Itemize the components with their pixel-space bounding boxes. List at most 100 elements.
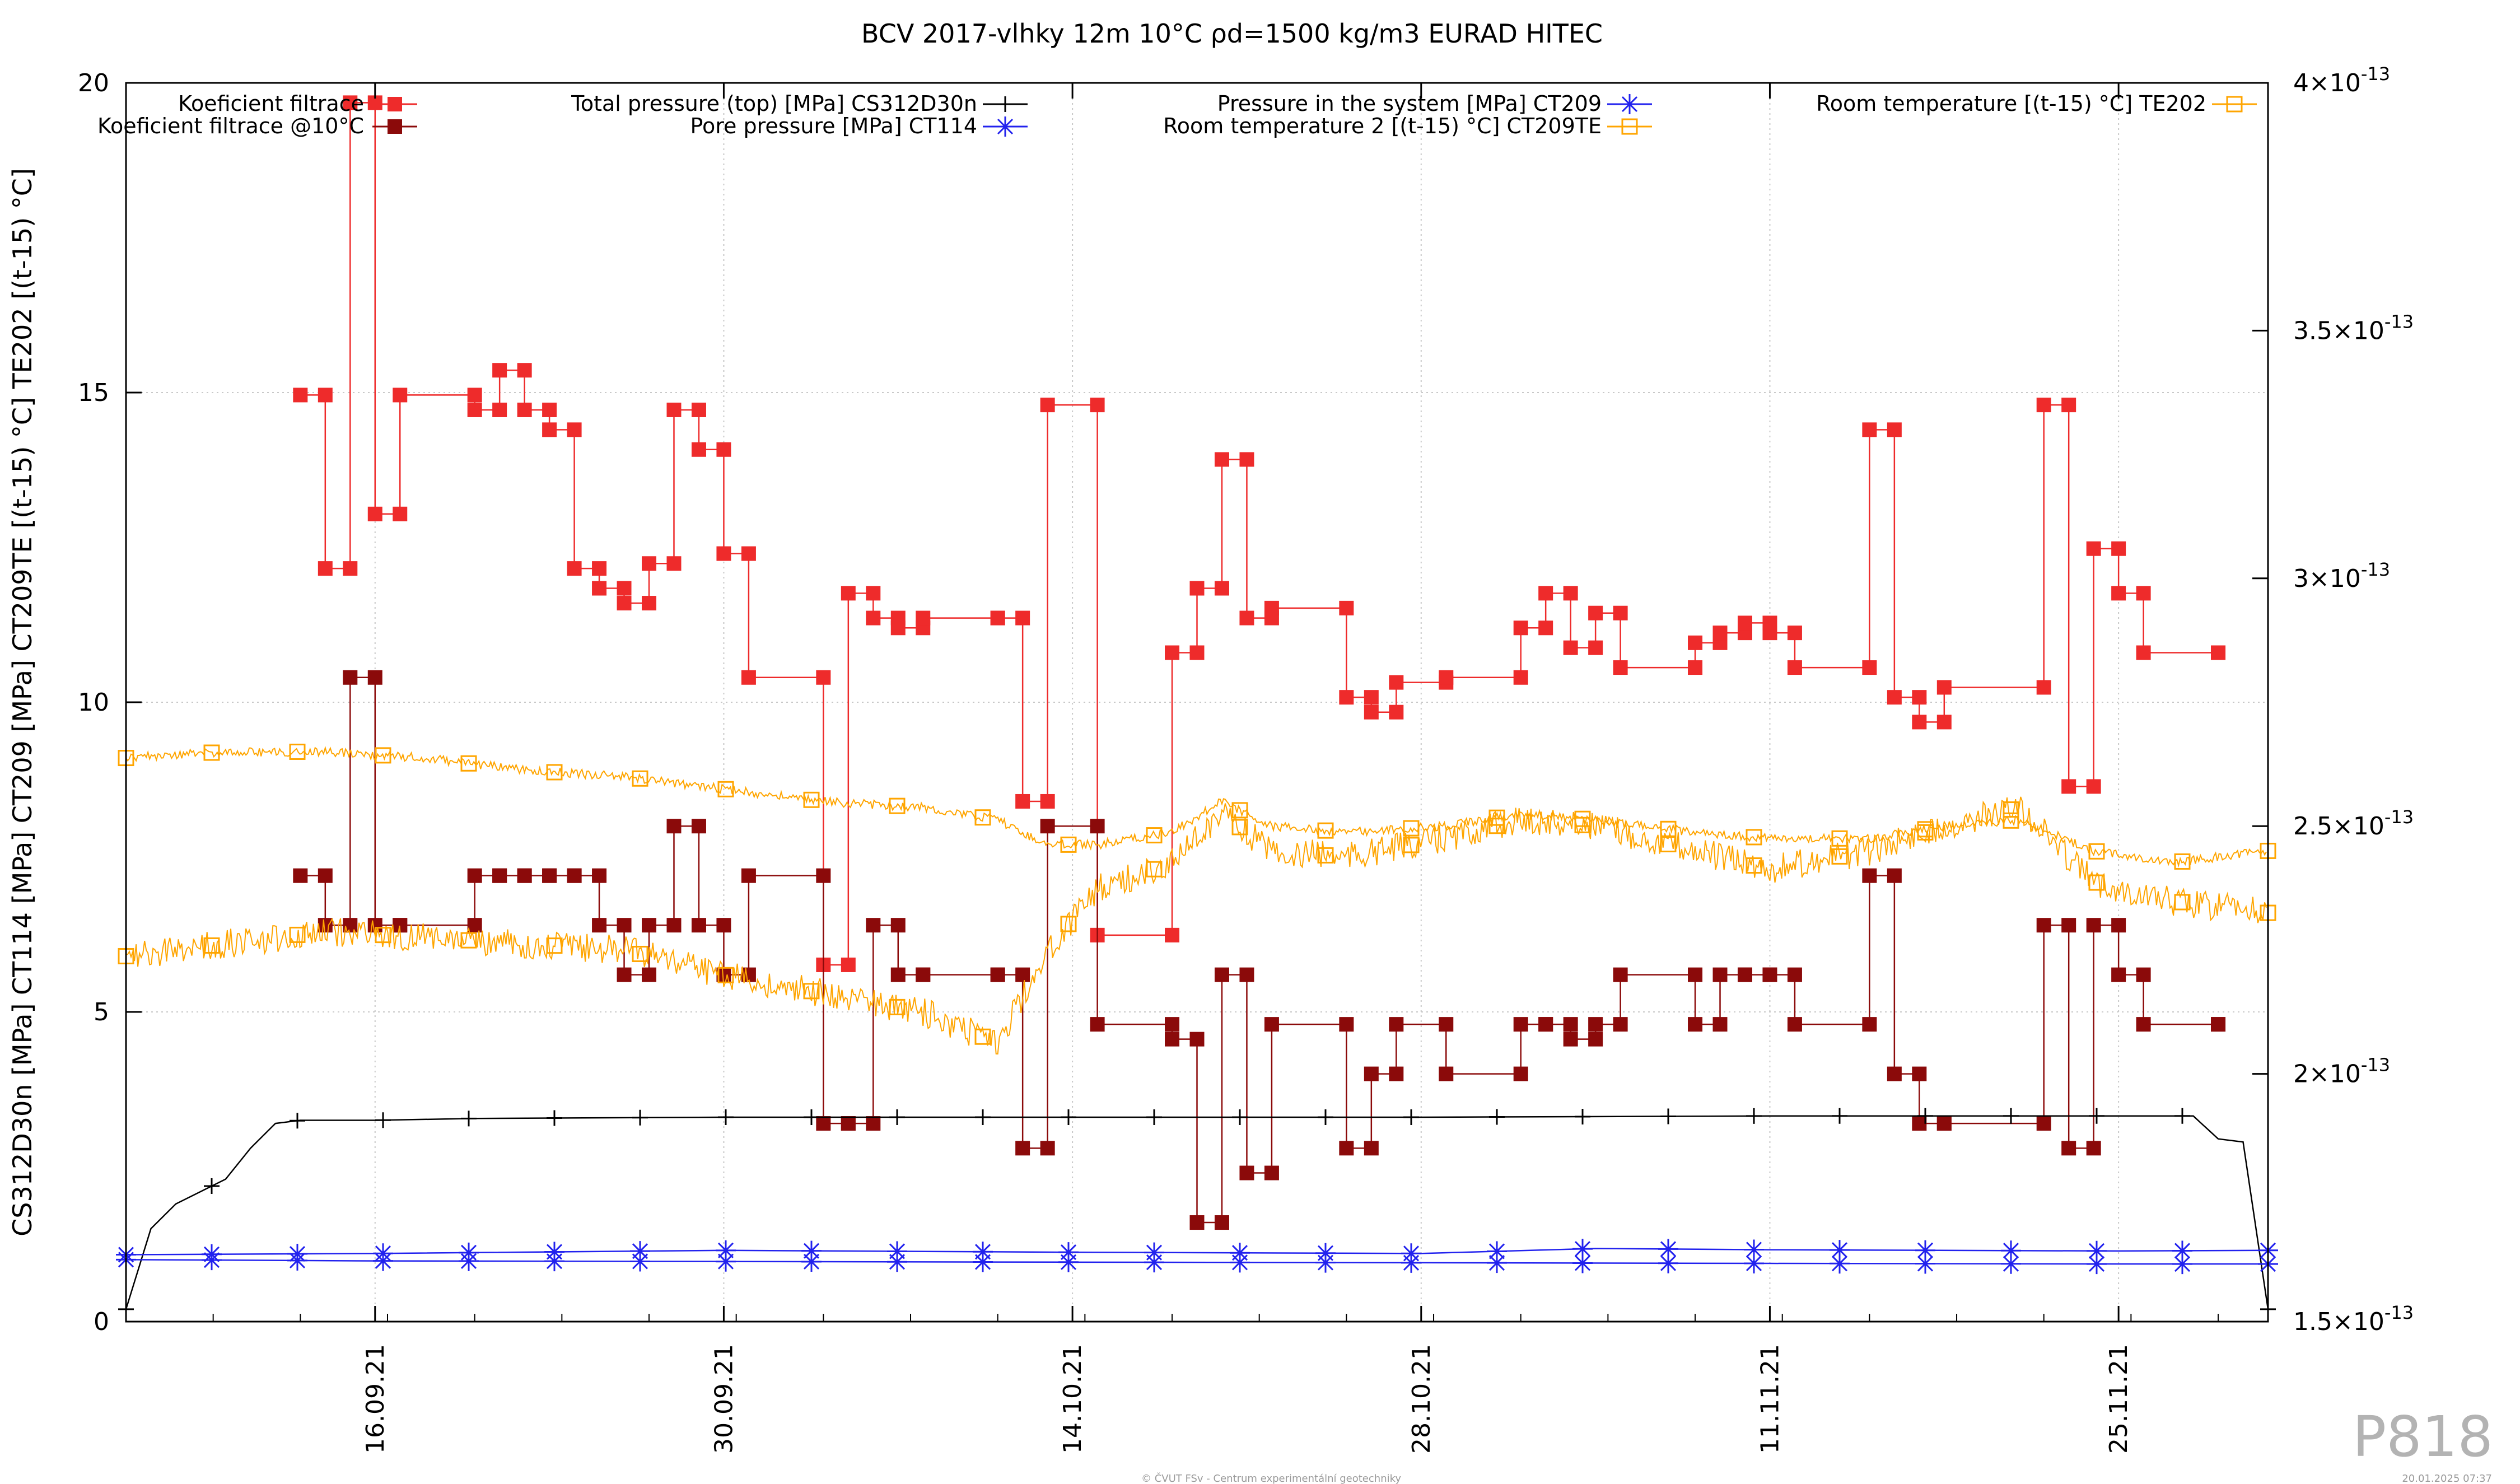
data-point [318,918,333,933]
data-point [1231,802,1248,819]
data-point [717,967,734,983]
data-point [1389,675,1404,690]
data-point [367,670,382,685]
data-point [375,747,391,764]
data-point [816,670,831,685]
data-point [1165,645,1180,660]
data-point [2087,1254,2107,1275]
data-point [1315,1243,1336,1263]
data-point [1146,1109,1162,1126]
data-point [1936,1116,1952,1131]
data-point [1917,821,1934,838]
data-point [318,388,333,403]
data-point [916,610,931,626]
data-point [517,402,532,417]
data-point [666,918,682,933]
data-point [1389,704,1404,720]
data-point [642,596,657,611]
x-tick-label: 16.09.21 [361,1344,390,1454]
data-point [1762,967,1777,982]
data-point [2174,894,2191,911]
data-point [1364,1141,1379,1156]
data-point [1574,810,1591,827]
data-point [1513,670,1528,685]
data-point [517,363,532,378]
data-point [2061,398,2076,413]
data-point [1831,830,1848,847]
data-point [630,1251,650,1272]
data-point [666,819,682,834]
data-point [2136,586,2151,601]
data-point [1538,1017,1553,1032]
data-point [1744,1253,1764,1273]
data-point [542,868,557,883]
data-point [1513,620,1528,636]
data-point [467,402,482,417]
legend-item: Pressure in the system [MPa] CT209 [1217,91,1652,116]
series-koeficient-filtrace [293,95,2226,972]
data-point [1936,715,1952,730]
data-point [1572,1253,1593,1273]
data-point [318,561,333,576]
data-point [393,506,408,521]
data-point [1588,1032,1603,1047]
data-point [2036,398,2051,413]
data-point [1090,398,1105,413]
legend-label: Pore pressure [MPa] CT114 [690,114,977,138]
data-point [293,388,308,403]
data-point [1787,660,1802,675]
data-point [642,918,657,933]
data-point [889,1109,905,1126]
data-point [393,388,408,403]
data-point [1317,822,1334,839]
y-tick-label-left: 10 [78,688,109,717]
data-point [889,998,906,1015]
data-point [567,561,582,576]
data-point [866,918,881,933]
series-layer [116,95,2278,1317]
data-point [1538,620,1553,636]
data-point [617,918,632,933]
data-point [617,967,632,982]
data-point [2003,812,2019,829]
data-point [1936,680,1952,695]
data-point [1831,848,1848,865]
data-point [375,1112,391,1128]
series-line [125,745,2267,868]
data-point [632,1109,648,1126]
data-point [1165,1017,1180,1032]
data-point [1364,704,1379,720]
data-point [2036,1116,2051,1131]
data-point [2036,680,2051,695]
data-point [1613,967,1628,982]
data-point [866,586,881,601]
axis-ticks: 0 5 10 15 20 1.5×10-13 2×10-13 2.5×10-13 3×10-13… [78,63,2414,1454]
legend-label: Room temperature [(t-15) °C] TE202 [1816,91,2206,116]
data-point [2086,541,2101,556]
data-point [546,937,563,954]
data-point [1146,861,1163,878]
data-point [375,927,391,944]
data-point [1737,615,1752,631]
data-point [1538,586,1553,601]
data-point [204,1178,220,1194]
data-point [889,797,906,814]
data-point [1146,827,1163,844]
data-point [1746,829,1762,846]
data-point [492,363,507,378]
data-point [367,506,382,521]
legend-swatch-marker [388,119,402,134]
data-point [592,561,607,576]
legend-swatch-marker [2226,96,2243,113]
data-point [1189,645,1205,660]
data-point [343,670,358,685]
data-point [1862,1017,1877,1032]
x-tick-label: 28.10.21 [1407,1344,1436,1454]
data-point [1588,640,1603,655]
y-tick-label-right: 3.5×10-13 [2293,311,2414,345]
footer-copyright: © ČVUT FSv - Centrum experimentální geot… [1141,1472,1401,1484]
data-point [467,868,482,883]
data-point [841,1116,856,1131]
data-point [975,1109,991,1126]
data-point [2061,1141,2076,1156]
